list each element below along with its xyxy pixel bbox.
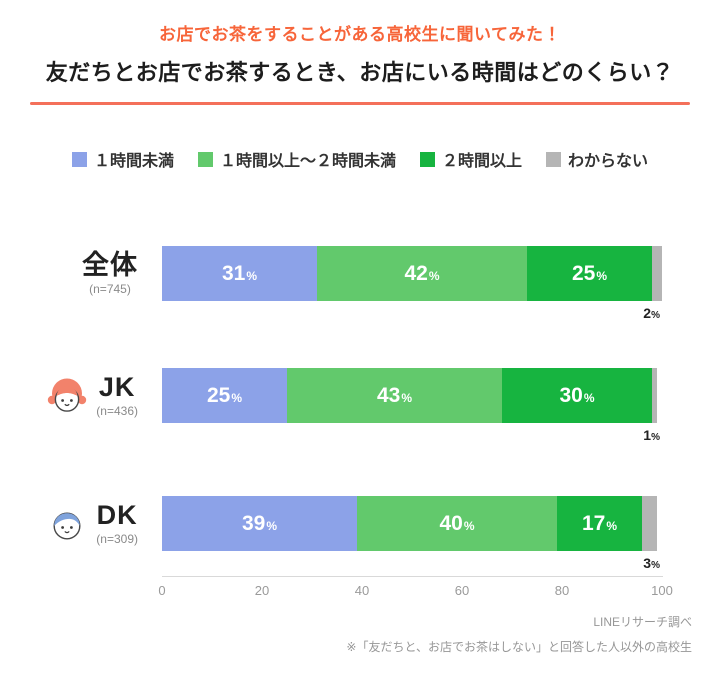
bar-segment-value: 30 [559, 383, 583, 407]
footer: LINEリサーチ調べ ※「友だちと、お店でお茶はしない」と回答した人以外の高校生 [346, 610, 692, 660]
chart: 全体 (n=745) 31% 42% 25% 2% JK (n=436) 25% 43% 30% 1%… [0, 216, 720, 608]
x-axis-tick: 20 [254, 583, 270, 598]
legend-item: わからない [546, 147, 648, 171]
bar-segment-label: 30% [559, 384, 594, 408]
bar-segment-value: 25 [206, 383, 231, 407]
category-count: (n=745) [89, 282, 131, 297]
x-axis-tick: 0 [158, 583, 166, 598]
bar-row: 39% 40% 17% 3% [162, 496, 662, 571]
jk-girl-icon [44, 373, 90, 419]
bar-segment: 42% [317, 246, 527, 301]
bar-segment-value: 42 [404, 261, 428, 285]
legend-swatch [420, 151, 435, 167]
bar-segment: 31% [162, 246, 317, 301]
kicker: お店でお茶をすることがある高校生に聞いてみた！ [159, 25, 561, 44]
legend-swatch [71, 151, 87, 167]
page-title: 友だちとお店でお茶するとき、お店にいる時間はどのくらい？ [45, 60, 675, 85]
percent-sign: % [606, 518, 618, 533]
category-name: JK [98, 371, 136, 402]
bar-segment-label: 43% [377, 384, 412, 408]
bar-segment-label: 39% [242, 512, 277, 536]
bar-segment-label: 42% [404, 262, 439, 286]
legend-swatch [197, 151, 213, 167]
percent-sign: % [583, 390, 595, 405]
bar-segment-label: 40% [439, 512, 474, 536]
bar-segment [652, 368, 657, 423]
percent-sign: % [651, 560, 660, 571]
percent-sign: % [428, 268, 440, 283]
bar-segment-value: 31 [221, 261, 246, 285]
unknown-value-label: 3% [643, 555, 660, 571]
bar-segment: 30% [502, 368, 652, 423]
percent-sign: % [651, 310, 660, 321]
unknown-value: 1 [643, 427, 652, 443]
category-name: DK [96, 499, 138, 530]
bar-segment [642, 496, 657, 551]
x-axis-tick: 100 [651, 583, 673, 598]
bar-row: 25% 43% 30% 1% [162, 368, 662, 443]
footnote: ※「友だちと、お店でお茶はしない」と回答した人以外の高校生 [346, 639, 692, 654]
category-count: (n=436) [96, 404, 138, 419]
category-label: 全体 (n=745) [0, 246, 152, 301]
x-axis-tick: 60 [454, 583, 470, 598]
legend-label: わからない [568, 153, 649, 170]
x-axis [162, 576, 663, 577]
bar-segment: 40% [357, 496, 557, 551]
percent-sign: % [651, 432, 660, 443]
percent-sign: % [246, 268, 258, 283]
bar-segment-value: 40 [439, 511, 463, 535]
bar-segment: 17% [557, 496, 642, 551]
bar-segment: 43% [287, 368, 502, 423]
legend: １時間未満 １時間以上〜２時間未満 ２時間以上 わからない [0, 147, 720, 171]
bar-row: 31% 42% 25% 2% [162, 246, 662, 321]
bar-segment: 25% [527, 246, 652, 301]
percent-sign: % [231, 390, 243, 405]
x-axis-tick: 80 [554, 583, 570, 598]
category-label: JK (n=436) [0, 368, 152, 423]
legend-label: １時間以上〜２時間未満 [219, 153, 396, 170]
legend-item: ２時間以上 [420, 147, 522, 171]
percent-sign: % [463, 518, 475, 533]
category-text: DK (n=309) [96, 499, 138, 547]
legend-label: ２時間以上 [442, 153, 523, 170]
legend-label: １時間未満 [93, 153, 174, 170]
bar-segment-label: 25% [207, 384, 242, 408]
unknown-value: 2 [643, 305, 652, 321]
bar-segment-value: 39 [241, 511, 266, 535]
percent-sign: % [266, 518, 278, 533]
bar-segment-label: 17% [582, 512, 617, 536]
bar-segment [652, 246, 662, 301]
bar-segment-value: 43 [376, 383, 401, 407]
bar-segment-label: 25% [572, 262, 607, 286]
legend-item: １時間未満 [71, 147, 174, 171]
unknown-value-label: 1% [643, 427, 660, 443]
category-text: JK (n=436) [96, 371, 138, 419]
legend-swatch [546, 151, 562, 167]
unknown-value: 3 [643, 555, 652, 571]
percent-sign: % [596, 268, 608, 283]
category-text: 全体 (n=745) [82, 249, 138, 297]
bar-segment: 25% [162, 368, 287, 423]
x-axis-tick: 40 [354, 583, 370, 598]
category-label: DK (n=309) [0, 496, 152, 551]
bar-segment-value: 25 [571, 261, 596, 285]
bar-segment-value: 17 [581, 511, 606, 535]
category-count: (n=309) [96, 532, 138, 547]
legend-item: １時間以上〜２時間未満 [197, 147, 396, 171]
category-name: 全体 [82, 249, 138, 280]
source-credit: LINEリサーチ調べ [593, 614, 692, 629]
bar-segment: 39% [162, 496, 357, 551]
unknown-value-label: 2% [643, 305, 660, 321]
bar-segment-label: 31% [222, 262, 257, 286]
title-underline [30, 102, 690, 105]
percent-sign: % [401, 390, 413, 405]
dk-boy-icon [44, 501, 90, 547]
